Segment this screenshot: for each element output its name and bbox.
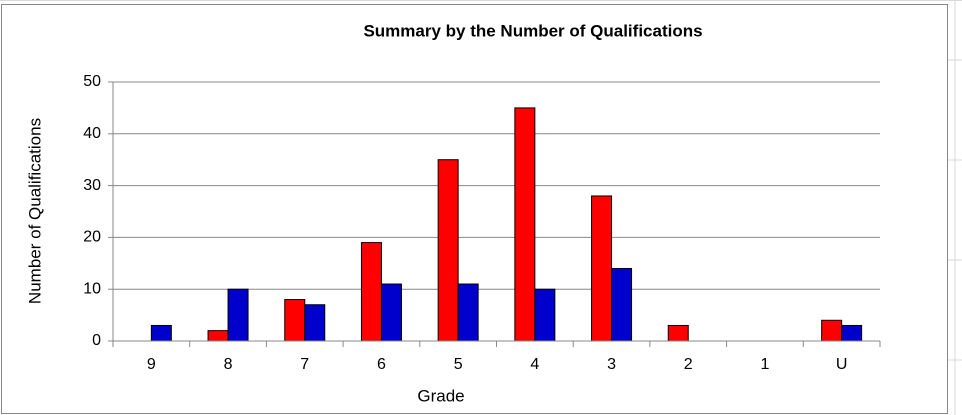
bar [821,319,843,342]
bar [150,324,172,342]
bar [360,242,382,342]
y-tick-label: 50 [83,73,101,90]
bar [284,299,306,342]
x-tick-label: U [836,356,848,373]
x-tick-label: 1 [760,356,769,373]
bar [534,288,556,342]
x-tick-label: 3 [607,356,616,373]
bar [457,283,479,342]
x-tick-label: 5 [454,356,463,373]
y-axis-title: Number of Qualifications [25,118,44,304]
bar [437,159,459,342]
chart-title: Summary by the Number of Qualifications [363,21,702,40]
bar [514,107,536,342]
bar [227,288,249,342]
bar [207,330,229,342]
x-tick-label: 9 [147,356,156,373]
x-tick-label: 2 [684,356,693,373]
bar [667,324,689,342]
bar [380,283,402,342]
x-tick-label: 8 [224,356,233,373]
bar [611,267,633,342]
x-tick-label: 4 [530,356,539,373]
bar [304,304,326,342]
x-axis-title: Grade [417,386,464,405]
y-tick-label: 40 [83,125,101,142]
chart-border [1,4,948,414]
x-tick-label: 6 [377,356,386,373]
y-tick-label: 20 [83,229,101,246]
y-tick-label: 0 [92,332,101,349]
x-tick-label: 7 [300,356,309,373]
bar [841,324,863,342]
y-tick-label: 10 [83,280,101,297]
y-tick-label: 30 [83,177,101,194]
bar [591,195,613,342]
